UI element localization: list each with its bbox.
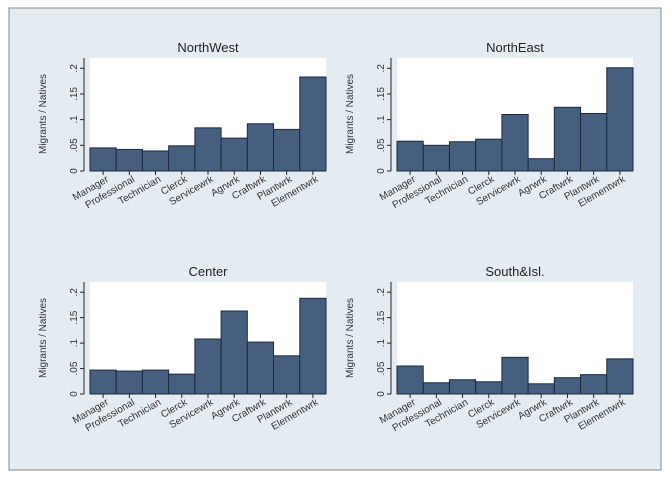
y-tick-label: .15	[69, 87, 80, 101]
bar	[168, 373, 196, 395]
y-tick-label: .05	[69, 361, 80, 375]
y-tick-label: .05	[376, 361, 387, 375]
y-tick-label: .1	[376, 338, 387, 347]
bar	[448, 141, 477, 172]
bar	[422, 382, 450, 395]
bar	[194, 127, 222, 172]
bar	[89, 369, 117, 395]
y-tick-label: 0	[376, 168, 387, 174]
bar	[527, 158, 555, 172]
bar	[246, 341, 275, 395]
bar	[273, 355, 301, 395]
y-axis-label: Migrants / Natives	[38, 298, 49, 378]
y-tick-label: .15	[376, 310, 387, 324]
bar	[246, 123, 275, 172]
bar	[475, 138, 503, 172]
bar	[396, 140, 424, 172]
bar	[501, 356, 529, 395]
bar	[220, 137, 248, 172]
bar	[553, 106, 582, 172]
y-tick-label: .05	[69, 138, 80, 152]
y-tick-label: .1	[376, 115, 387, 124]
bar	[299, 76, 327, 172]
y-tick-label: .05	[376, 138, 387, 152]
bar	[475, 381, 503, 395]
panel-title: NorthWest	[177, 40, 239, 55]
bar	[501, 114, 529, 172]
y-tick-label: .2	[376, 64, 387, 73]
y-tick-label: 0	[69, 168, 80, 174]
y-tick-label: .1	[69, 115, 80, 124]
bar	[553, 377, 582, 395]
panel-title: Center	[188, 264, 228, 279]
y-tick-label: .2	[376, 288, 387, 297]
y-tick-label: 0	[69, 391, 80, 397]
bar	[115, 148, 143, 172]
y-tick-label: .2	[69, 288, 80, 297]
panel-title: NorthEast	[486, 40, 544, 55]
y-tick-label: .15	[376, 87, 387, 101]
bar	[606, 67, 634, 172]
bar	[168, 145, 196, 172]
bar	[527, 383, 555, 395]
bar	[115, 370, 143, 395]
panel-center: Center Migrants / Natives 0.05.1.15.2Man…	[38, 264, 327, 434]
y-axis-label: Migrants / Natives	[345, 74, 356, 154]
bar	[299, 297, 327, 395]
bar	[89, 147, 117, 172]
y-tick-label: .2	[69, 64, 80, 73]
y-tick-label: 0	[376, 391, 387, 397]
y-tick-label: .15	[69, 310, 80, 324]
bar	[141, 369, 170, 395]
bar	[194, 338, 222, 395]
y-axis-label: Migrants / Natives	[345, 298, 356, 378]
panel-title: South&Isl.	[485, 264, 544, 279]
y-axis-label: Migrants / Natives	[38, 74, 49, 154]
bar	[580, 374, 608, 395]
bar	[396, 365, 424, 395]
y-tick-label: .1	[69, 338, 80, 347]
bar	[273, 128, 301, 172]
bar	[580, 112, 608, 172]
bar	[220, 310, 248, 395]
bar	[141, 150, 170, 172]
bar	[422, 144, 450, 172]
bar	[448, 379, 477, 395]
bar	[606, 358, 634, 395]
